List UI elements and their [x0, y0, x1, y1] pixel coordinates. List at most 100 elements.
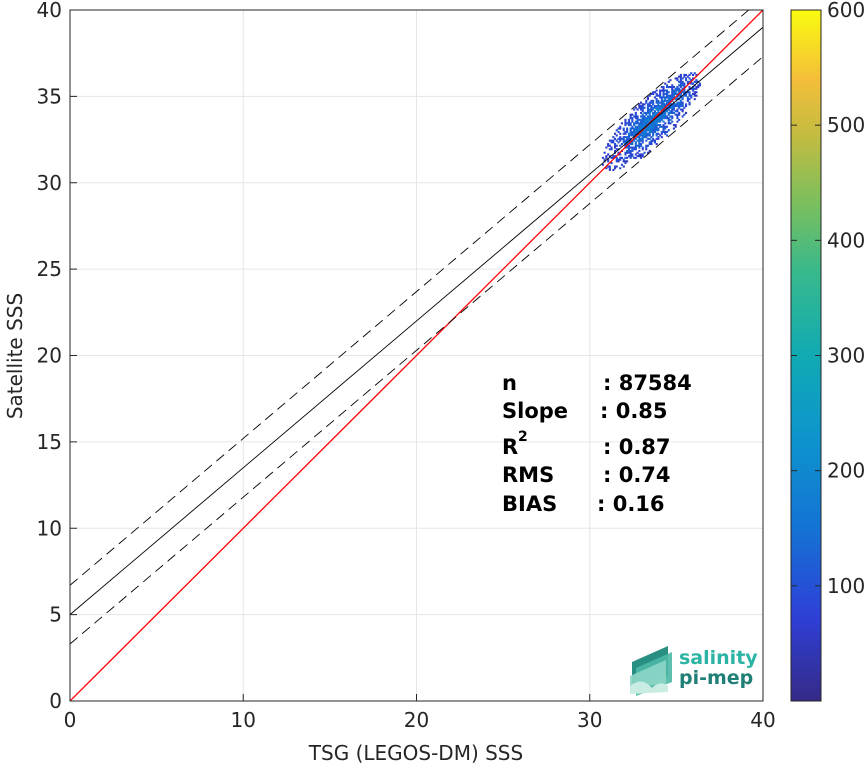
density-cell	[646, 132, 649, 135]
density-cell	[681, 115, 684, 118]
density-cell	[626, 151, 629, 154]
density-cell	[648, 130, 651, 133]
density-cell	[659, 106, 662, 109]
density-cell	[634, 111, 637, 114]
density-cell	[640, 153, 643, 156]
density-cell	[641, 148, 644, 151]
density-cell	[627, 134, 630, 137]
density-cell	[626, 139, 629, 142]
density-cell	[662, 127, 665, 130]
density-cell	[681, 108, 684, 111]
density-cell	[633, 122, 636, 125]
density-cell	[664, 89, 667, 92]
wave-logo-icon	[630, 646, 672, 696]
density-cell	[657, 99, 660, 102]
density-cell	[678, 80, 681, 83]
density-cell	[633, 115, 636, 118]
density-cell	[653, 141, 656, 144]
density-cell	[631, 149, 634, 152]
density-cell	[667, 101, 670, 104]
density-cell	[657, 94, 660, 97]
density-cell	[655, 134, 658, 137]
density-cell	[650, 105, 653, 108]
density-cell	[660, 136, 663, 139]
density-cell	[676, 89, 679, 92]
density-cell	[615, 160, 618, 163]
density-cell	[666, 103, 669, 106]
density-cell	[626, 149, 629, 152]
density-cell	[627, 124, 630, 127]
density-cell	[648, 149, 651, 152]
density-cell	[685, 111, 688, 114]
density-cell	[627, 118, 630, 121]
density-cell	[659, 134, 662, 137]
density-cell	[652, 99, 655, 102]
density-cell	[659, 117, 662, 120]
density-cell	[645, 129, 648, 132]
density-cell	[681, 77, 684, 80]
density-cell	[638, 129, 641, 132]
density-cell	[660, 103, 663, 106]
density-cell	[629, 149, 632, 152]
density-cell	[695, 86, 698, 89]
density-cell	[666, 86, 669, 89]
density-cell	[669, 99, 672, 102]
density-cell	[688, 91, 691, 94]
density-cell	[679, 108, 682, 111]
density-cell	[688, 103, 691, 106]
density-cell	[652, 125, 655, 128]
density-cell	[622, 141, 625, 144]
density-cell	[652, 113, 655, 116]
density-cell	[640, 111, 643, 114]
density-cell	[662, 120, 665, 123]
density-cell	[645, 136, 648, 139]
density-cell	[633, 129, 636, 132]
density-cell	[640, 139, 643, 142]
density-cell	[655, 118, 658, 121]
density-cell	[667, 96, 670, 99]
density-cell	[660, 86, 663, 89]
density-cell	[666, 130, 669, 133]
colorbar-tick-label: 300	[827, 344, 865, 368]
density-cell	[634, 113, 637, 116]
density-cell	[672, 108, 675, 111]
density-cell	[650, 92, 653, 95]
density-cell	[666, 96, 669, 99]
density-cell	[669, 96, 672, 99]
density-cell	[681, 101, 684, 104]
density-cell	[629, 124, 632, 127]
density-cell	[662, 115, 665, 118]
density-cell	[641, 153, 644, 156]
y-tick-label: 5	[49, 603, 62, 627]
density-cell	[631, 117, 634, 120]
density-cell	[662, 86, 665, 89]
density-cell	[688, 73, 691, 76]
density-cell	[650, 130, 653, 133]
density-cell	[692, 87, 695, 90]
density-cell	[693, 92, 696, 95]
stat-n-value: : 87584	[603, 371, 692, 395]
density-cell	[666, 91, 669, 94]
density-cell	[645, 146, 648, 149]
density-cell	[664, 111, 667, 114]
density-cell	[636, 144, 639, 147]
density-cell	[619, 125, 622, 128]
density-cell	[655, 106, 658, 109]
y-tick-label: 15	[37, 430, 62, 454]
density-cell	[610, 156, 613, 159]
density-cell	[634, 153, 637, 156]
density-cell	[634, 129, 637, 132]
density-cell	[620, 137, 623, 140]
density-cell	[610, 139, 613, 142]
density-cell	[629, 129, 632, 132]
density-cell	[667, 108, 670, 111]
density-cell	[624, 151, 627, 154]
density-cell	[643, 130, 646, 133]
density-cell	[685, 79, 688, 82]
density-cell	[678, 103, 681, 106]
density-cell	[643, 118, 646, 121]
density-cell	[619, 144, 622, 147]
density-cell	[634, 132, 637, 135]
density-cell	[688, 101, 691, 104]
density-cell	[626, 127, 629, 130]
